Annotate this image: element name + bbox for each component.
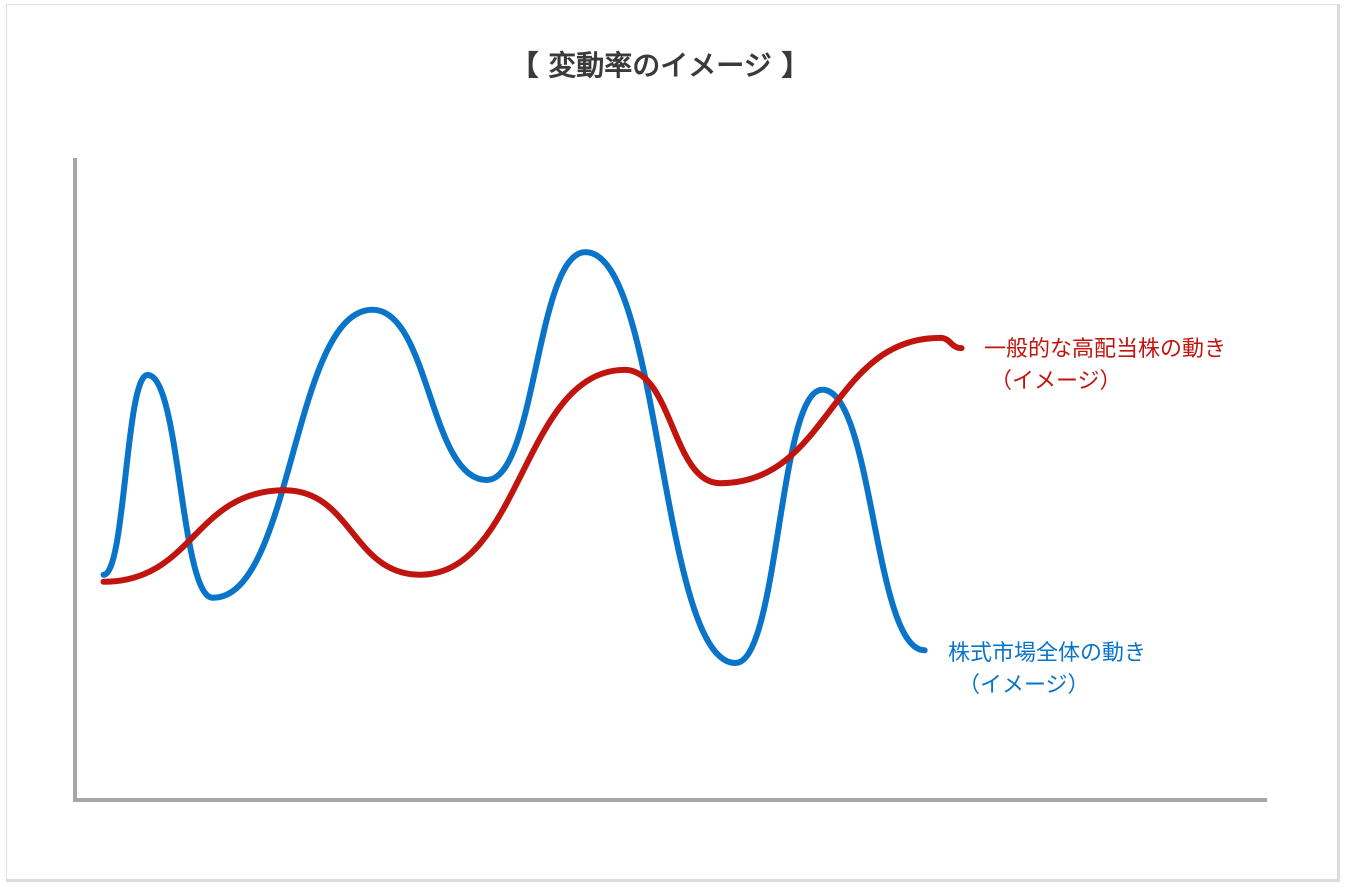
series-label-market: 株式市場全体の動き （イメージ） [948, 638, 1146, 702]
chart-title: 【 変動率のイメージ 】 [510, 49, 810, 82]
series-line-high-dividend [100, 334, 965, 585]
series-label-line2: （イメージ） [958, 673, 1090, 698]
series-label-line2: （イメージ） [990, 369, 1122, 394]
series-label-line1: 一般的な高配当株の動き [984, 337, 1227, 362]
series-label-line1: 株式市場全体の動き [948, 641, 1147, 666]
chart-frame [6, 4, 1340, 882]
series-label-high-dividend: 一般的な高配当株の動き （イメージ） [984, 334, 1226, 398]
series-line-market [100, 249, 928, 667]
